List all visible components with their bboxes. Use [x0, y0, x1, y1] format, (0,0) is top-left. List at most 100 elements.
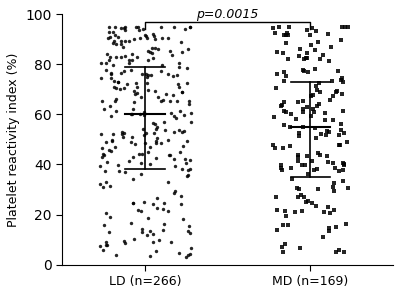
Point	[340, 179, 346, 183]
Point	[153, 127, 160, 131]
Point	[326, 229, 332, 233]
Point	[338, 122, 345, 127]
Point	[331, 189, 338, 193]
Point	[113, 253, 119, 257]
Point	[124, 82, 130, 86]
Point	[181, 129, 187, 134]
Point	[344, 139, 350, 144]
Point	[108, 71, 114, 76]
Point	[280, 123, 287, 127]
Point	[113, 109, 120, 114]
Point	[112, 145, 118, 150]
Point	[103, 68, 110, 73]
Point	[158, 140, 164, 145]
Point	[186, 224, 192, 228]
Point	[326, 226, 332, 230]
Point	[186, 101, 193, 106]
Point	[132, 141, 138, 146]
Point	[183, 255, 190, 259]
Point	[187, 231, 193, 235]
Point	[141, 133, 148, 138]
Point	[130, 237, 137, 242]
Point	[297, 47, 303, 51]
Point	[118, 132, 125, 136]
Point	[342, 221, 349, 226]
Point	[122, 39, 128, 43]
Point	[105, 36, 111, 41]
Point	[284, 222, 291, 227]
Point	[270, 143, 276, 148]
Point	[340, 168, 347, 173]
Point	[130, 201, 136, 206]
Point	[114, 162, 121, 167]
Point	[106, 214, 113, 219]
Point	[106, 230, 112, 234]
Point	[174, 99, 180, 103]
Point	[184, 65, 190, 70]
Point	[165, 137, 171, 142]
Point	[160, 222, 167, 227]
Point	[170, 130, 177, 135]
Point	[336, 133, 342, 137]
Point	[296, 134, 302, 139]
Point	[131, 89, 137, 94]
Point	[144, 216, 151, 221]
Point	[313, 83, 319, 88]
Point	[136, 152, 142, 156]
Point	[118, 41, 125, 46]
Point	[304, 105, 310, 109]
Point	[294, 185, 300, 190]
Point	[321, 210, 327, 215]
Point	[136, 27, 142, 32]
Point	[160, 206, 166, 211]
Point	[164, 35, 171, 40]
Point	[272, 146, 278, 151]
Point	[301, 57, 307, 62]
Point	[295, 159, 302, 163]
Point	[106, 55, 113, 60]
Point	[138, 94, 144, 99]
Point	[110, 40, 116, 45]
Point	[338, 78, 344, 83]
Point	[324, 153, 330, 158]
Point	[130, 107, 136, 112]
Point	[339, 25, 345, 30]
Point	[185, 172, 192, 177]
Point	[185, 228, 192, 233]
Point	[278, 163, 284, 168]
Point	[129, 134, 135, 139]
Point	[154, 135, 160, 140]
Point	[118, 38, 124, 43]
Point	[325, 204, 331, 209]
Point	[110, 132, 116, 137]
Point	[274, 228, 280, 233]
Point	[134, 54, 140, 59]
Point	[143, 131, 150, 135]
Point	[155, 95, 161, 100]
Point	[134, 85, 141, 89]
Point	[286, 24, 293, 29]
Point	[288, 165, 295, 170]
Point	[153, 248, 159, 253]
Point	[179, 167, 185, 171]
Point	[160, 98, 166, 102]
Point	[183, 161, 189, 165]
Point	[296, 54, 302, 59]
Point	[164, 209, 171, 214]
Point	[313, 29, 320, 34]
Point	[122, 24, 129, 29]
Point	[307, 94, 314, 99]
Point	[100, 185, 106, 189]
Point	[333, 89, 339, 94]
Point	[310, 107, 316, 112]
Point	[336, 168, 342, 173]
Point	[292, 209, 298, 214]
Point	[282, 242, 288, 246]
Point	[122, 170, 128, 174]
Point	[282, 33, 289, 38]
Point	[148, 51, 155, 55]
Point	[144, 75, 150, 79]
Point	[101, 152, 108, 157]
Point	[299, 208, 305, 213]
Point	[273, 86, 280, 91]
